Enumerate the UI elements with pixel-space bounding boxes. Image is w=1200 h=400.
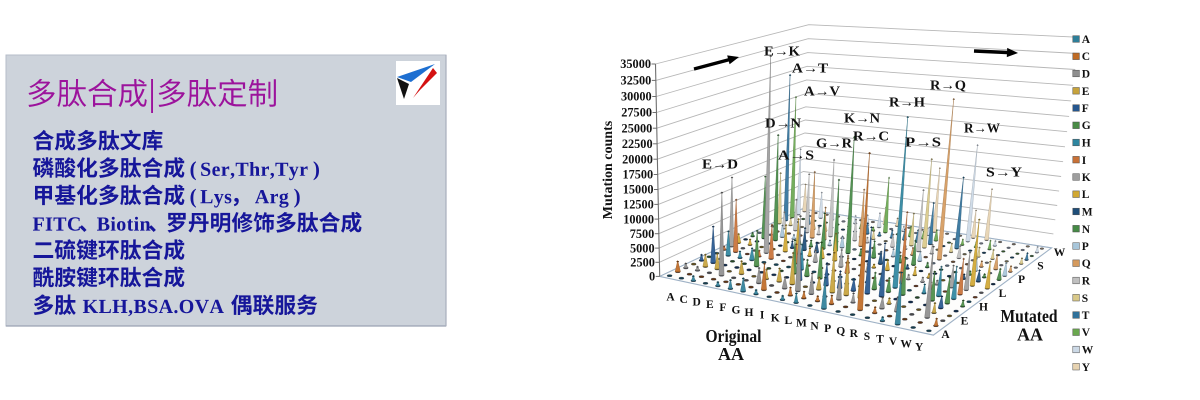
svg-text:D: D: [1082, 69, 1090, 81]
svg-text:I: I: [1082, 155, 1087, 167]
svg-text:I: I: [760, 310, 765, 322]
svg-text:F: F: [719, 302, 726, 314]
svg-text:25000: 25000: [622, 121, 653, 135]
svg-text:AA: AA: [1017, 325, 1043, 345]
svg-text:A: A: [666, 291, 675, 303]
svg-text:L: L: [1082, 189, 1090, 201]
svg-text:35000: 35000: [620, 57, 651, 71]
svg-text:R→Q: R→Q: [930, 78, 966, 93]
svg-text:22500: 22500: [622, 137, 653, 151]
svg-text:L: L: [999, 288, 1007, 300]
svg-text:E→K: E→K: [764, 44, 801, 59]
svg-text:E: E: [1082, 86, 1090, 98]
svg-text:Mutated: Mutated: [1001, 306, 1058, 326]
svg-text:R→H: R→H: [889, 95, 926, 110]
svg-text:D→N: D→N: [765, 116, 801, 131]
svg-text:A→S: A→S: [778, 148, 814, 163]
svg-text:S: S: [1037, 261, 1043, 273]
svg-text:Y: Y: [1082, 362, 1091, 374]
svg-text:Q: Q: [1082, 258, 1091, 270]
svg-text:V: V: [1082, 327, 1091, 339]
svg-text:A→V: A→V: [804, 84, 840, 99]
svg-text:N: N: [1082, 224, 1091, 236]
svg-text:Q: Q: [836, 326, 845, 338]
svg-text:Original: Original: [706, 326, 762, 346]
svg-text:S: S: [1082, 293, 1088, 305]
svg-text:30000: 30000: [621, 90, 652, 104]
svg-text:W: W: [900, 339, 912, 351]
svg-text:L: L: [784, 315, 792, 327]
svg-text:27500: 27500: [621, 106, 652, 120]
svg-text:R: R: [850, 328, 859, 340]
svg-text:20000: 20000: [622, 152, 653, 166]
svg-text:N: N: [810, 320, 819, 332]
svg-text:G: G: [1082, 120, 1091, 132]
svg-text:R→W: R→W: [964, 121, 1000, 136]
svg-text:P: P: [1082, 241, 1089, 253]
svg-text:W: W: [1054, 247, 1066, 259]
svg-text:G→R: G→R: [816, 136, 852, 151]
svg-text:32500: 32500: [621, 74, 652, 88]
svg-text:P: P: [824, 323, 831, 335]
svg-text:C: C: [1082, 51, 1090, 63]
svg-text:C: C: [679, 294, 687, 306]
svg-text:M: M: [796, 318, 807, 330]
svg-text:R→C: R→C: [853, 129, 889, 144]
svg-text:AA: AA: [718, 344, 744, 364]
svg-text:T: T: [1082, 310, 1090, 322]
svg-text:E: E: [706, 299, 714, 311]
svg-text:A: A: [1082, 34, 1091, 46]
svg-text:E: E: [961, 315, 969, 327]
svg-text:P: P: [1018, 274, 1025, 286]
svg-text:7500: 7500: [630, 227, 655, 241]
svg-text:V: V: [889, 336, 898, 348]
svg-text:K: K: [1082, 172, 1091, 184]
svg-text:P→S: P→S: [905, 135, 941, 150]
svg-text:Mutation counts: Mutation counts: [601, 120, 616, 219]
svg-text:A→T: A→T: [792, 61, 828, 76]
svg-text:17500: 17500: [622, 168, 653, 182]
svg-text:Y: Y: [915, 341, 924, 353]
svg-text:K→N: K→N: [844, 111, 880, 126]
svg-text:R: R: [1082, 276, 1091, 288]
svg-text:H: H: [1082, 138, 1091, 150]
svg-text:15000: 15000: [623, 183, 654, 197]
svg-text:E→D: E→D: [702, 157, 738, 172]
svg-text:K: K: [771, 312, 780, 324]
svg-text:H: H: [745, 307, 754, 319]
svg-text:D: D: [693, 297, 701, 309]
svg-text:2500: 2500: [630, 256, 655, 270]
svg-text:M: M: [1082, 207, 1093, 219]
svg-text:12500: 12500: [623, 198, 654, 212]
svg-text:A: A: [941, 329, 950, 341]
svg-text:H: H: [979, 302, 988, 314]
svg-text:F: F: [1082, 103, 1089, 115]
svg-text:T: T: [876, 333, 884, 345]
svg-text:5000: 5000: [630, 241, 655, 255]
svg-text:10000: 10000: [623, 212, 654, 226]
svg-text:S→Y: S→Y: [986, 165, 1022, 180]
svg-text:G: G: [732, 305, 741, 317]
svg-text:S: S: [864, 331, 870, 343]
svg-text:W: W: [1082, 345, 1094, 357]
svg-text:0: 0: [649, 270, 655, 284]
